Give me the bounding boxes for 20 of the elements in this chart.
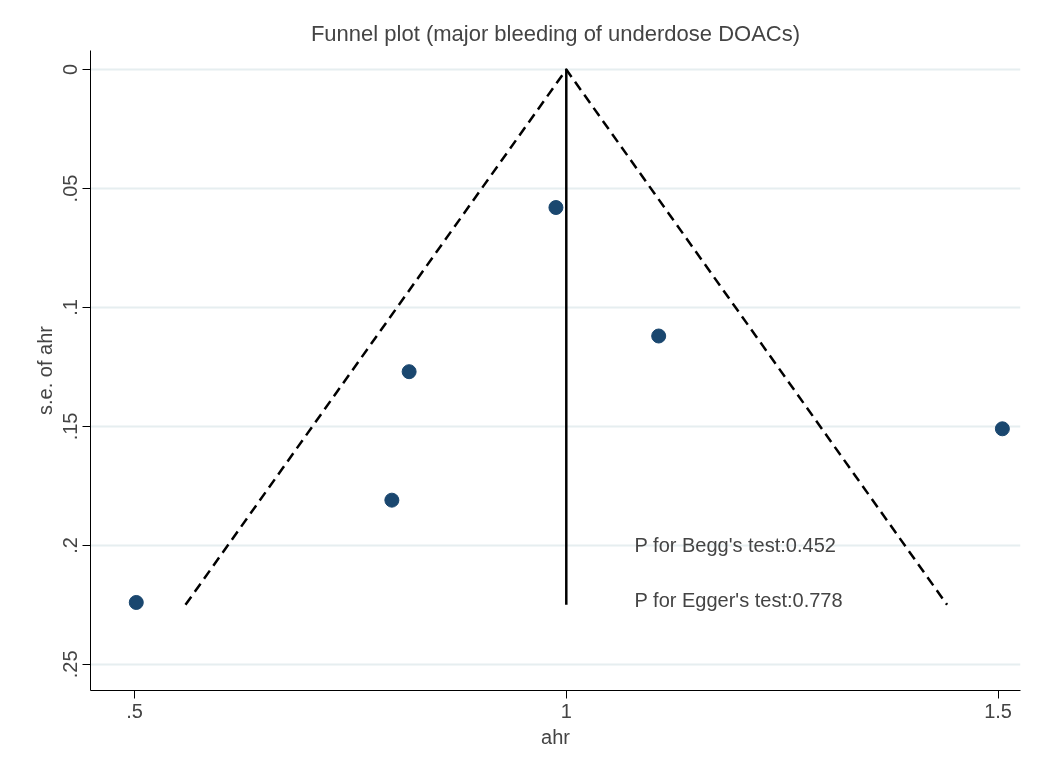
point — [128, 594, 144, 610]
x-tick-label: 1 — [560, 699, 572, 722]
y-tick-label: 0 — [59, 63, 82, 76]
x-tick-label: 1.5 — [984, 699, 1012, 722]
x-axis-title: ahr — [541, 725, 571, 748]
chart-title: Funnel plot (major bleeding of underdose DOACs) — [310, 20, 801, 46]
x-tick-label: .5 — [126, 699, 143, 722]
point — [651, 328, 667, 344]
point — [994, 421, 1010, 437]
point — [548, 200, 564, 216]
y-tick-label: .05 — [59, 174, 82, 203]
y-tick-label: .25 — [59, 650, 82, 679]
point — [384, 492, 400, 508]
y-axis-title: s.e. of ahr — [33, 325, 56, 415]
y-tick-label: .2 — [59, 537, 82, 554]
annotation: P for Begg's test:0.452 — [634, 534, 836, 557]
annotation: P for Egger's test:0.778 — [634, 589, 843, 612]
y-tick-label: .1 — [59, 299, 82, 316]
point — [401, 364, 417, 380]
y-tick-label: .15 — [59, 412, 82, 441]
